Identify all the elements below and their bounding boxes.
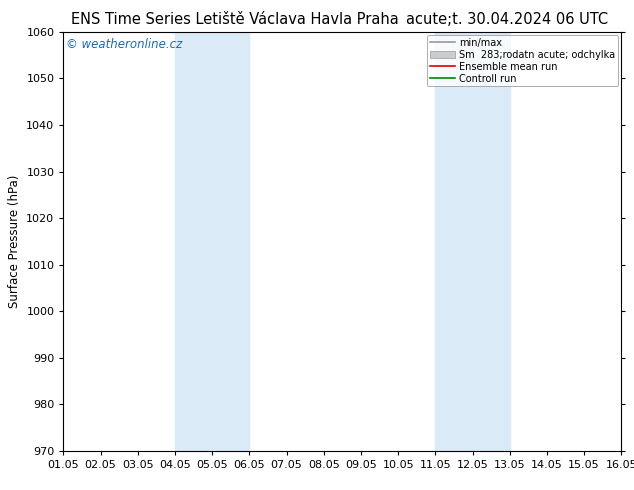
Legend: min/max, Sm  283;rodatn acute; odchylka, Ensemble mean run, Controll run: min/max, Sm 283;rodatn acute; odchylka, … (427, 35, 618, 86)
Bar (175, 32, 249, 451)
Bar (436, 32, 510, 451)
Text: © weatheronline.cz: © weatheronline.cz (66, 38, 183, 51)
Text: acute;t. 30.04.2024 06 UTC: acute;t. 30.04.2024 06 UTC (406, 12, 608, 27)
Y-axis label: Surface Pressure (hPa): Surface Pressure (hPa) (8, 174, 21, 308)
Text: ENS Time Series Letiště Václava Havla Praha: ENS Time Series Letiště Václava Havla Pr… (71, 12, 398, 27)
